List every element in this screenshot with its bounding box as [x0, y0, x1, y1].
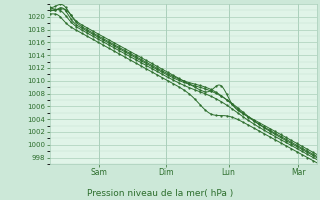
Text: Pression niveau de la mer( hPa ): Pression niveau de la mer( hPa ): [87, 189, 233, 198]
